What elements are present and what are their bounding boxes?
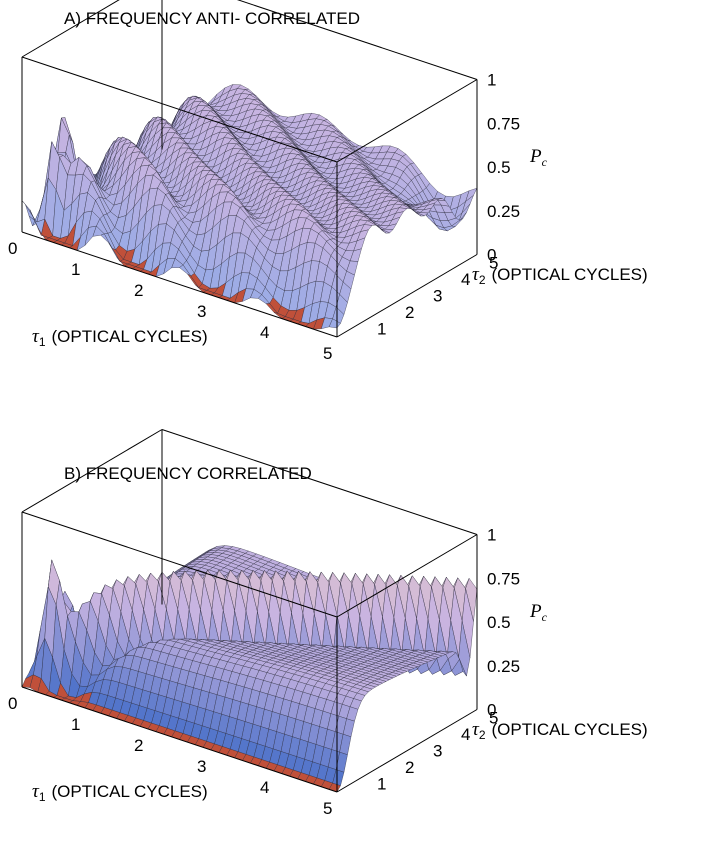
x-tick-label: 4: [260, 323, 269, 342]
x-tick-labels: 0 1 2 3 4 5: [8, 239, 332, 363]
z-axis-symbol: P: [529, 146, 542, 167]
x-axis-subscript: 1: [39, 790, 46, 804]
x-tick-label: 3: [197, 757, 206, 776]
z-axis-symbol: P: [529, 601, 542, 622]
surface-mesh: [21, 84, 478, 330]
z-tick-label: 0.5: [487, 613, 511, 632]
box-edge-front-4: [21, 686, 338, 793]
x-axis-symbol: τ: [32, 326, 40, 347]
z-axis-label: Pc: [529, 601, 548, 624]
surface-cell: [328, 318, 341, 329]
x-tick-label: 4: [260, 778, 269, 797]
x-tick-label: 2: [134, 736, 143, 755]
surface-mesh: [21, 545, 478, 793]
x-axis-symbol: τ: [32, 781, 40, 802]
y-tick-label: 5: [489, 709, 498, 728]
x-axis-label: τ1 (OPTICAL CYCLES): [32, 781, 208, 804]
box-edge-front-2: [336, 79, 478, 163]
x-tick-labels: 0 1 2 3 4 5: [8, 694, 332, 818]
x-tick-label: 0: [8, 239, 17, 258]
z-axis-subscript: c: [542, 610, 548, 624]
z-tick-label: 0: [487, 246, 496, 265]
y-tick-label: 2: [405, 758, 414, 777]
z-tick-label: 0.5: [487, 158, 511, 177]
y-axis-label: τ2 (OPTICAL CYCLES): [472, 264, 648, 287]
y-axis-subscript: 2: [479, 273, 486, 287]
box-edge-front-4: [21, 231, 338, 338]
x-axis-subscript: 1: [39, 335, 46, 349]
box-edge-back-2: [21, 0, 120, 58]
x-axis-label: τ1 (OPTICAL CYCLES): [32, 326, 208, 349]
x-tick-label: 0: [8, 694, 17, 713]
box-edge-front-2: [336, 534, 478, 618]
box-edge-front-0: [21, 56, 338, 163]
z-tick-labels: 0 0.25 0.5 0.75 1: [487, 71, 520, 265]
x-tick-label: 3: [197, 302, 206, 321]
y-tick-label: 1: [377, 320, 386, 339]
y-tick-label: 1: [377, 775, 386, 794]
box-edge-front-0: [21, 511, 338, 618]
chart-title: A) FREQUENCY ANTI- CORRELATED: [64, 9, 360, 28]
z-axis-label: Pc: [529, 146, 548, 169]
y-tick-label: 5: [489, 254, 498, 273]
x-tick-label: 1: [71, 260, 80, 279]
y-axis-label: τ2 (OPTICAL CYCLES): [472, 719, 648, 742]
bounding-box: [21, 429, 478, 793]
y-axis-subscript: 2: [479, 728, 486, 742]
z-tick-label: 0.75: [487, 569, 520, 588]
z-tick-labels: 0 0.25 0.5 0.75 1: [487, 526, 520, 720]
x-tick-label: 5: [323, 799, 332, 818]
z-tick-label: 0.25: [487, 657, 520, 676]
chart-title: B) FREQUENCY CORRELATED: [64, 464, 312, 483]
y-axis-text: (OPTICAL CYCLES): [492, 265, 648, 284]
x-tick-label: 5: [323, 344, 332, 363]
box-edge-back-2: [21, 429, 163, 513]
z-tick-label: 0.25: [487, 202, 520, 221]
y-tick-label: 4: [461, 270, 470, 289]
y-axis-text: (OPTICAL CYCLES): [492, 720, 648, 739]
box-edge-front-3: [336, 709, 478, 793]
z-tick-label: 0.75: [487, 114, 520, 133]
y-axis-symbol: τ: [472, 264, 480, 285]
box-edge-back-1: [236, 0, 478, 80]
z-tick-label: 1: [487, 526, 496, 545]
z-tick-label: 1: [487, 71, 496, 90]
y-tick-label: 4: [461, 725, 470, 744]
box-edge-front-3: [336, 254, 478, 338]
x-tick-label: 1: [71, 715, 80, 734]
x-axis-text: (OPTICAL CYCLES): [52, 327, 208, 346]
y-tick-label: 2: [405, 303, 414, 322]
z-axis-subscript: c: [542, 155, 548, 169]
x-tick-label: 2: [134, 281, 143, 300]
z-tick-label: 0: [487, 701, 496, 720]
y-tick-label: 3: [433, 742, 442, 761]
y-tick-label: 3: [433, 287, 442, 306]
bounding-box: [21, 0, 478, 338]
y-axis-symbol: τ: [472, 719, 480, 740]
x-axis-text: (OPTICAL CYCLES): [52, 782, 208, 801]
box-edge-back-1: [161, 429, 478, 535]
